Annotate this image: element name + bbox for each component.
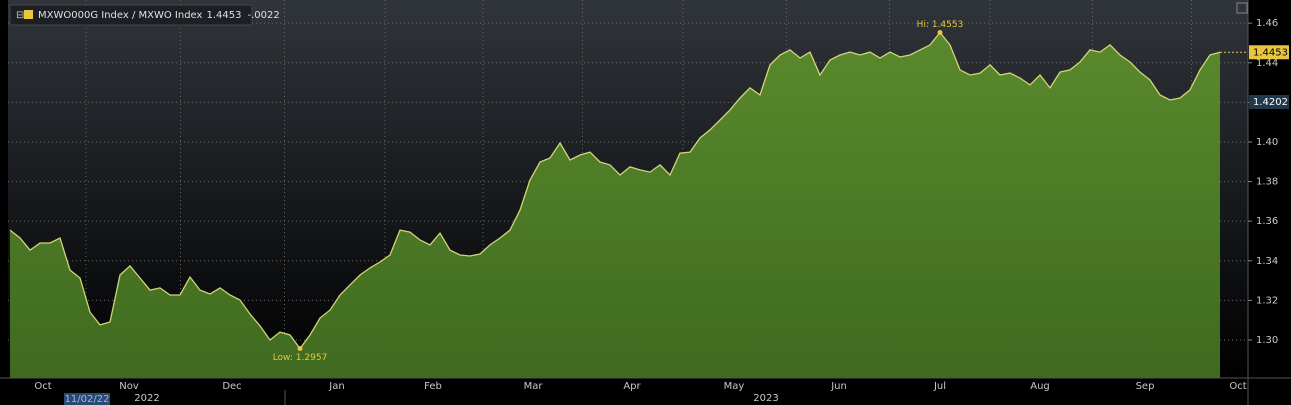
y-tick-label: 1.34	[1256, 256, 1278, 267]
y-tick-label: 1.44	[1256, 58, 1278, 69]
x-tick-label: Mar	[524, 381, 544, 392]
low-marker	[297, 345, 303, 351]
x-tick-label: Oct	[1229, 381, 1246, 392]
y-tick-label: 1.40	[1256, 137, 1278, 148]
last-value-label: 1.4453	[1253, 47, 1288, 58]
y-tick-label: 1.38	[1256, 177, 1278, 188]
chart-options-icon[interactable]	[1236, 2, 1248, 14]
high-marker	[937, 29, 943, 35]
x-tick-label: Apr	[623, 381, 641, 392]
line	[9, 31, 1221, 350]
x-tick-label: Dec	[222, 381, 241, 392]
x-tick-label: Oct	[34, 381, 51, 392]
legend-change: -.0022	[247, 10, 279, 21]
year-label: 2022	[134, 393, 159, 404]
x-tick-label: Aug	[1030, 381, 1050, 392]
area	[10, 32, 1220, 378]
legend-toggle[interactable]: ⊟	[16, 10, 24, 21]
legend-box	[9, 4, 253, 26]
reference-tag	[1249, 94, 1289, 109]
last-value-tag	[1249, 45, 1289, 60]
reference-label: 1.4202	[1253, 97, 1288, 108]
x-tick-label: May	[724, 381, 745, 392]
y-tick-label: 1.36	[1256, 216, 1278, 227]
x-tick-label: Jan	[328, 381, 344, 392]
y-tick-label: 1.46	[1256, 18, 1278, 29]
y-tick-label: 1.32	[1256, 295, 1278, 306]
legend-name: MXWO000G Index / MXWO Index	[38, 10, 203, 21]
x-tick-label: Jul	[933, 381, 946, 392]
y-tick-label: 1.30	[1256, 335, 1278, 346]
year-label: 2023	[753, 393, 778, 404]
legend-swatch	[24, 10, 33, 19]
legend-last: 1.4453	[206, 10, 241, 21]
x-tick-label: Jun	[830, 381, 847, 392]
low-label: Low: 1.2957	[273, 353, 328, 363]
x-tick-label: Feb	[424, 381, 442, 392]
date-box	[64, 393, 110, 405]
x-tick-label: Sep	[1136, 381, 1155, 392]
start-date: 11/02/22	[65, 394, 110, 405]
x-tick-label: Nov	[119, 381, 139, 392]
high-label: Hi: 1.4553	[917, 20, 964, 30]
legend-text: MXWO000G Index / MXWO Index 1.4453 -.0022	[38, 10, 280, 21]
